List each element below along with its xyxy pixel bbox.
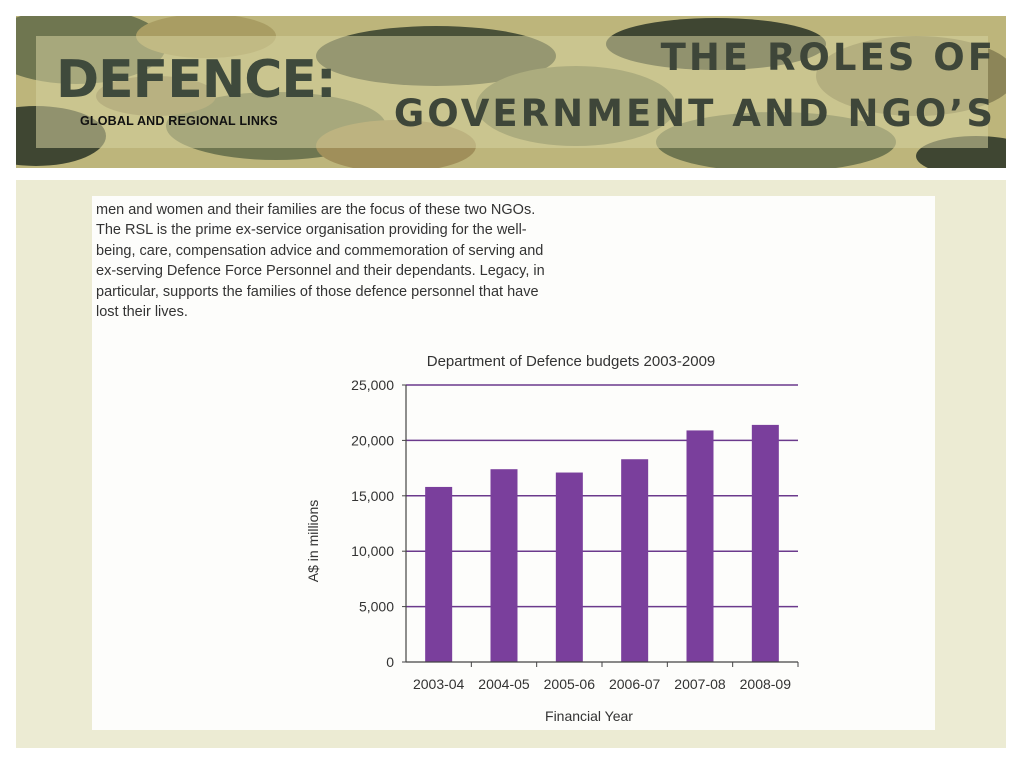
- body-text-line: The RSL is the prime ex-service organisa…: [96, 222, 527, 239]
- bar-2005-06: [555, 472, 583, 662]
- x-tick-label: 2004-05: [478, 676, 530, 692]
- slide-header: [16, 16, 1006, 168]
- body-text-line: particular, supports the families of tho…: [96, 283, 539, 300]
- bar-2003-04: [425, 486, 453, 662]
- defence-budget-chart: Department of Defence budgets 2003-2009 …: [305, 353, 799, 724]
- y-tick-label: 15,000: [351, 488, 394, 504]
- x-tick-label: 2003-04: [413, 676, 465, 692]
- chart-title: Department of Defence budgets 2003-2009: [427, 353, 716, 370]
- y-tick-labels: 0 5,000 10,000 15,000 20,000 25,000: [351, 377, 394, 670]
- body-text-line: being, care, compensation advice and com…: [96, 242, 544, 259]
- bar-2008-09: [751, 424, 779, 662]
- chart-axes: [402, 384, 799, 667]
- x-tick-labels: 2003-04 2004-05 2005-06 2006-07 2007-08 2008-…: [413, 676, 791, 692]
- slide-title: THE ROLES OF GOVERNMENT AND NGO’S: [394, 30, 996, 142]
- bar-2007-08: [686, 430, 714, 662]
- x-tick-label: 2007-08: [674, 676, 726, 692]
- x-axis-label: Financial Year: [545, 708, 633, 724]
- body-text: men and women and their families are the…: [96, 200, 616, 322]
- header-panel: [36, 36, 988, 148]
- x-tick-label: 2006-07: [609, 676, 661, 692]
- bar-2006-07: [621, 459, 649, 662]
- x-tick-label: 2005-06: [544, 676, 596, 692]
- brand-title: DEFENCE:: [56, 50, 337, 110]
- textbook-scan: men and women and their families are the…: [92, 196, 935, 730]
- y-tick-label: 10,000: [351, 543, 394, 559]
- y-tick-label: 25,000: [351, 377, 394, 393]
- slide-title-line-1: THE ROLES OF: [660, 36, 996, 79]
- brand-subtitle: GLOBAL AND REGIONAL LINKS: [80, 114, 278, 128]
- body-text-line: ex-serving Defence Force Personnel and t…: [96, 263, 545, 280]
- y-tick-label: 0: [386, 654, 394, 670]
- slide-title-line-2: GOVERNMENT AND NGO’S: [393, 92, 996, 135]
- chart-gridlines: [406, 384, 798, 608]
- body-text-line: lost their lives.: [96, 304, 188, 321]
- body-text-line: men and women and their families are the…: [96, 202, 536, 218]
- bar-2004-05: [490, 469, 518, 662]
- y-tick-label: 5,000: [359, 599, 394, 615]
- x-tick-label: 2008-09: [740, 676, 792, 692]
- chart-bars: [425, 424, 779, 662]
- y-axis-label: A$ in millions: [305, 500, 321, 582]
- y-tick-label: 20,000: [351, 432, 394, 448]
